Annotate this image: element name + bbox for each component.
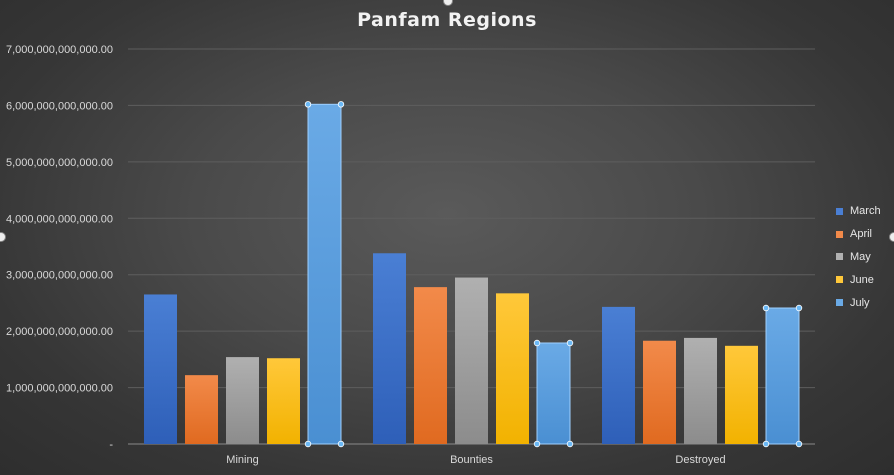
legend-label: May	[850, 250, 871, 263]
chart-resize-handle-left[interactable]	[0, 232, 6, 242]
legend-swatch	[836, 299, 843, 307]
bar-july-bounties[interactable]	[536, 342, 571, 445]
bar-june-bounties[interactable]	[496, 293, 529, 444]
legend-swatch	[836, 207, 843, 215]
chart-title[interactable]: Panfam Regions	[357, 9, 537, 31]
bar-march-bounties[interactable]	[373, 253, 406, 444]
selection-handle[interactable]	[566, 440, 574, 448]
legend-label: March	[850, 205, 881, 218]
y-tick-label: 3,000,000,000,000.00	[6, 270, 113, 282]
y-tick-label: 6,000,000,000,000.00	[6, 100, 113, 112]
selection-handle[interactable]	[795, 304, 803, 312]
y-tick-label: 2,000,000,000,000.00	[6, 326, 113, 338]
y-tick-label: -	[109, 439, 113, 451]
legend-swatch	[836, 253, 843, 261]
y-tick-label: 7,000,000,000,000.00	[6, 44, 113, 56]
bar-may-bounties[interactable]	[455, 277, 488, 444]
selection-handle[interactable]	[533, 440, 541, 448]
legend-swatch	[836, 230, 843, 238]
legend-label: April	[850, 228, 873, 241]
bar-june-destroyed[interactable]	[725, 345, 758, 444]
chart-resize-handle-top[interactable]	[443, 0, 453, 6]
bar-april-destroyed[interactable]	[643, 340, 676, 444]
bar-april-bounties[interactable]	[414, 287, 447, 444]
legend-label: June	[850, 273, 874, 286]
bar-april-mining[interactable]	[185, 375, 218, 444]
legend[interactable]: March April May June July	[836, 200, 881, 314]
x-category-label: Mining	[226, 454, 258, 466]
legend-swatch	[836, 276, 843, 284]
legend-label: July	[850, 296, 870, 309]
selection-handle[interactable]	[337, 440, 345, 448]
selection-handle[interactable]	[762, 440, 770, 448]
bar-june-mining[interactable]	[267, 358, 300, 444]
bar-may-mining[interactable]	[226, 357, 259, 444]
selection-handle[interactable]	[762, 304, 770, 312]
selection-handle[interactable]	[304, 440, 312, 448]
legend-item-march[interactable]: March	[836, 200, 881, 223]
y-tick-label: 5,000,000,000,000.00	[6, 157, 113, 169]
x-category-label: Destroyed	[675, 454, 725, 466]
chart-resize-handle-right[interactable]	[889, 232, 894, 242]
selection-handle[interactable]	[337, 101, 345, 108]
legend-item-may[interactable]: May	[836, 246, 881, 269]
bar-july-destroyed[interactable]	[765, 307, 800, 445]
bar-march-destroyed[interactable]	[602, 306, 635, 444]
y-tick-label: 1,000,000,000,000.00	[6, 383, 113, 395]
legend-item-june[interactable]: June	[836, 268, 881, 291]
selection-handle[interactable]	[533, 339, 541, 347]
y-tick-label: 4,000,000,000,000.00	[6, 213, 113, 225]
legend-item-april[interactable]: April	[836, 223, 881, 246]
bar-march-mining[interactable]	[144, 294, 177, 444]
selection-handle[interactable]	[304, 101, 312, 108]
selection-handle[interactable]	[795, 440, 803, 448]
legend-item-july[interactable]: July	[836, 291, 881, 314]
bar-july-mining[interactable]	[307, 103, 342, 445]
x-category-label: Bounties	[450, 454, 493, 466]
bar-may-destroyed[interactable]	[684, 337, 717, 444]
selection-handle[interactable]	[566, 339, 574, 347]
